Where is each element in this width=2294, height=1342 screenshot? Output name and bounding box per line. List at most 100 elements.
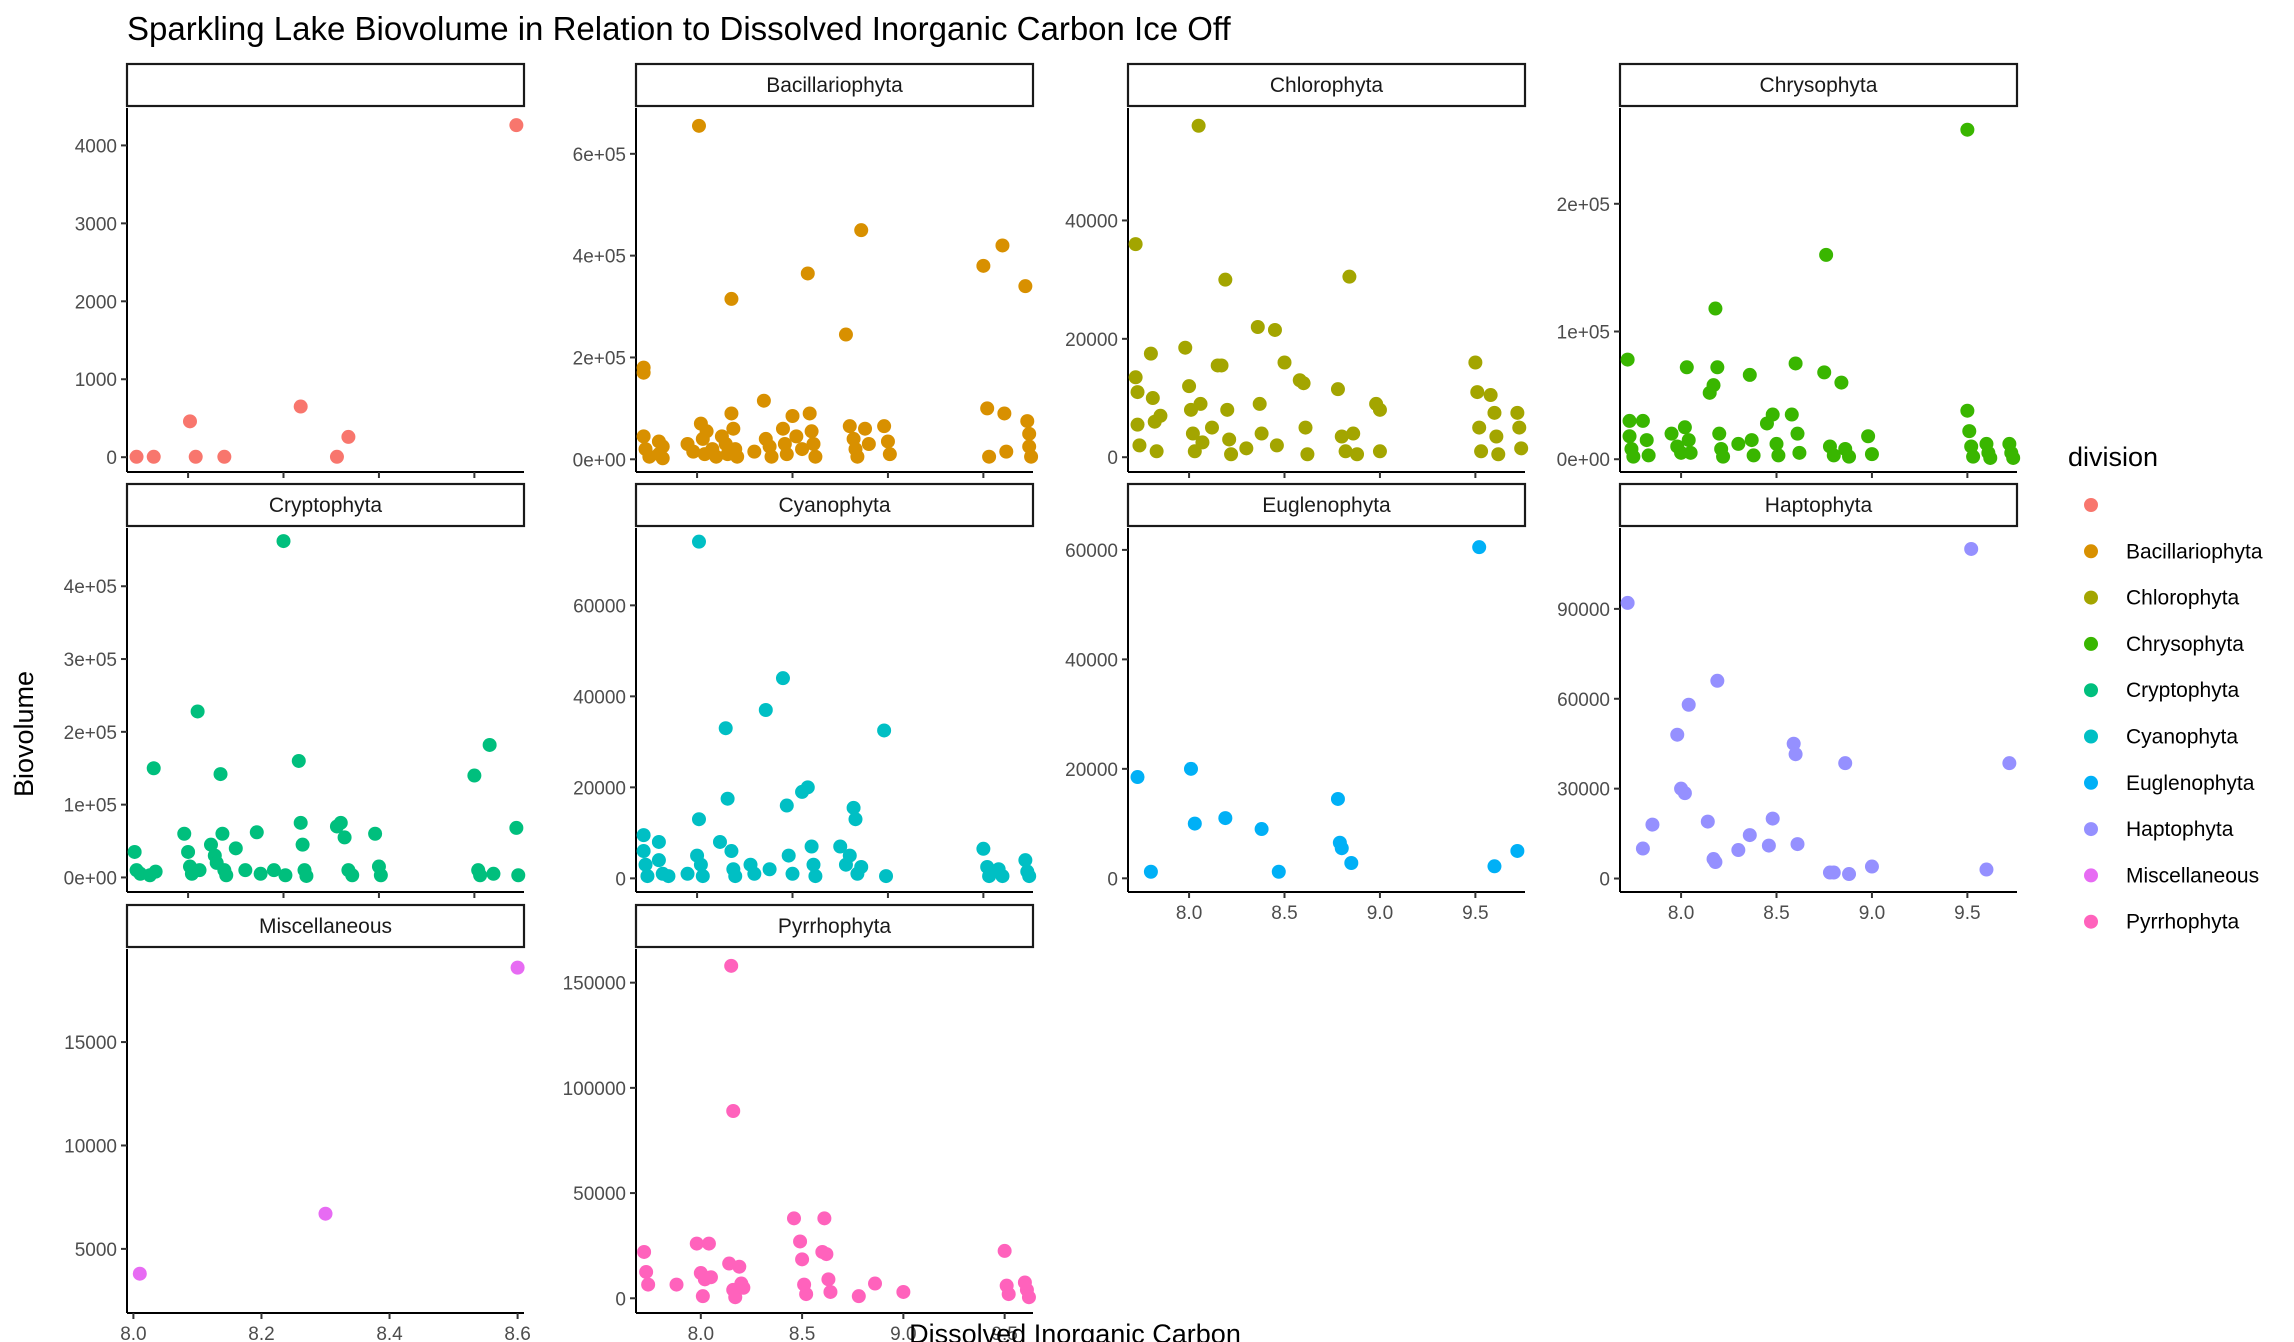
data-point (1182, 379, 1197, 394)
points-pyrrhophyta (637, 958, 1036, 1305)
legend-label-haptophyta: Haptophyta (2126, 818, 2234, 841)
data-point (779, 447, 794, 462)
data-point (1491, 447, 1506, 462)
data-point (295, 837, 310, 852)
data-point (1153, 408, 1168, 423)
data-point (1489, 429, 1504, 444)
data-point (1487, 859, 1502, 874)
y-tick-label: 50000 (573, 1184, 626, 1205)
data-point (637, 1244, 652, 1259)
x-tick-label: 9.5 (991, 1324, 1017, 1342)
data-point (181, 844, 196, 859)
data-point (1510, 843, 1525, 858)
legend-key-unnamed-0 (2084, 498, 2098, 512)
data-point (1372, 402, 1387, 417)
data-point (1298, 420, 1313, 435)
legend-label-pyrrhophyta: Pyrrhophyta (2126, 911, 2240, 934)
data-point (806, 857, 821, 872)
x-tick-label: 8.5 (1271, 903, 1297, 924)
y-tick-label: 3e+05 (64, 650, 117, 671)
y-tick-label: 3000 (75, 214, 117, 235)
data-point (718, 721, 733, 736)
data-point (1826, 865, 1841, 880)
data-point (691, 812, 706, 827)
data-point (1716, 449, 1731, 464)
data-point (997, 406, 1012, 421)
data-point (641, 1277, 656, 1292)
data-point (1842, 867, 1857, 882)
data-point (333, 815, 348, 830)
data-point (877, 419, 892, 434)
data-point (730, 449, 745, 464)
data-point (293, 815, 308, 830)
data-point (182, 414, 197, 429)
data-point (1514, 441, 1529, 456)
data-point (838, 327, 853, 342)
data-point (1834, 375, 1849, 390)
data-point (795, 1252, 810, 1267)
panel-unnamed-0: 010002000300040008.08.59.09.5 (75, 62, 526, 504)
data-point (651, 834, 666, 849)
data-point (1130, 770, 1145, 785)
data-point (1224, 447, 1239, 462)
data-point (804, 424, 819, 439)
data-point (341, 429, 356, 444)
data-point (1681, 433, 1696, 448)
data-point (775, 671, 790, 686)
data-point (1330, 791, 1345, 806)
data-point (129, 449, 144, 464)
points-miscellaneous (132, 960, 525, 1281)
y-tick-label: 1e+05 (64, 796, 117, 817)
data-point (842, 848, 857, 863)
y-tick-label: 20000 (1065, 760, 1118, 781)
x-tick-label: 8.5 (1763, 903, 1789, 924)
data-point (1645, 817, 1660, 832)
data-point (699, 424, 714, 439)
data-point (228, 841, 243, 856)
data-point (789, 429, 804, 444)
data-point (1344, 855, 1359, 870)
data-point (858, 421, 873, 436)
y-tick-label: 40000 (1065, 650, 1118, 671)
strip-box (125, 62, 526, 108)
data-point (1979, 862, 1994, 877)
data-point (509, 820, 524, 835)
data-point (190, 704, 205, 719)
data-point (1269, 438, 1284, 453)
data-point (127, 844, 142, 859)
data-point (1683, 445, 1698, 460)
data-point (651, 853, 666, 868)
y-tick-label: 0 (1107, 448, 1118, 469)
data-point (1742, 367, 1757, 382)
y-tick-label: 4e+05 (573, 247, 626, 268)
data-point (1838, 756, 1853, 771)
panel-euglenophyta: Euglenophyta 0 20000 40000 60000 8.0 8.5 9.0 9.5 (1065, 482, 1527, 924)
data-point (701, 1236, 716, 1251)
data-point (732, 1259, 747, 1274)
data-point (1330, 382, 1345, 397)
x-tick-label: 9.0 (1367, 903, 1393, 924)
data-point (1962, 424, 1977, 439)
data-point (1510, 405, 1525, 420)
data-point (1149, 444, 1164, 459)
data-point (1788, 356, 1803, 371)
data-point (775, 421, 790, 436)
data-point (1334, 429, 1349, 444)
data-point (846, 800, 861, 815)
data-point (373, 868, 388, 883)
data-point (1622, 413, 1637, 428)
data-point (680, 866, 695, 881)
data-point (786, 1211, 801, 1226)
legend-label-euglenophyta: Euglenophyta (2126, 772, 2255, 795)
data-point (1254, 822, 1269, 837)
y-tick-label: 60000 (573, 596, 626, 617)
strip-box (634, 482, 1035, 528)
legend: division Bacillariophyta Chlorophyta Chrys… (2068, 442, 2263, 934)
y-axis-title: Biovolume (9, 671, 39, 797)
data-point (1670, 727, 1685, 742)
x-tick-label: 8.0 (120, 1324, 146, 1342)
legend-label-miscellaneous: Miscellaneous (2126, 864, 2259, 887)
x-tick-label: 9.0 (890, 1324, 916, 1342)
data-point (1128, 370, 1143, 385)
